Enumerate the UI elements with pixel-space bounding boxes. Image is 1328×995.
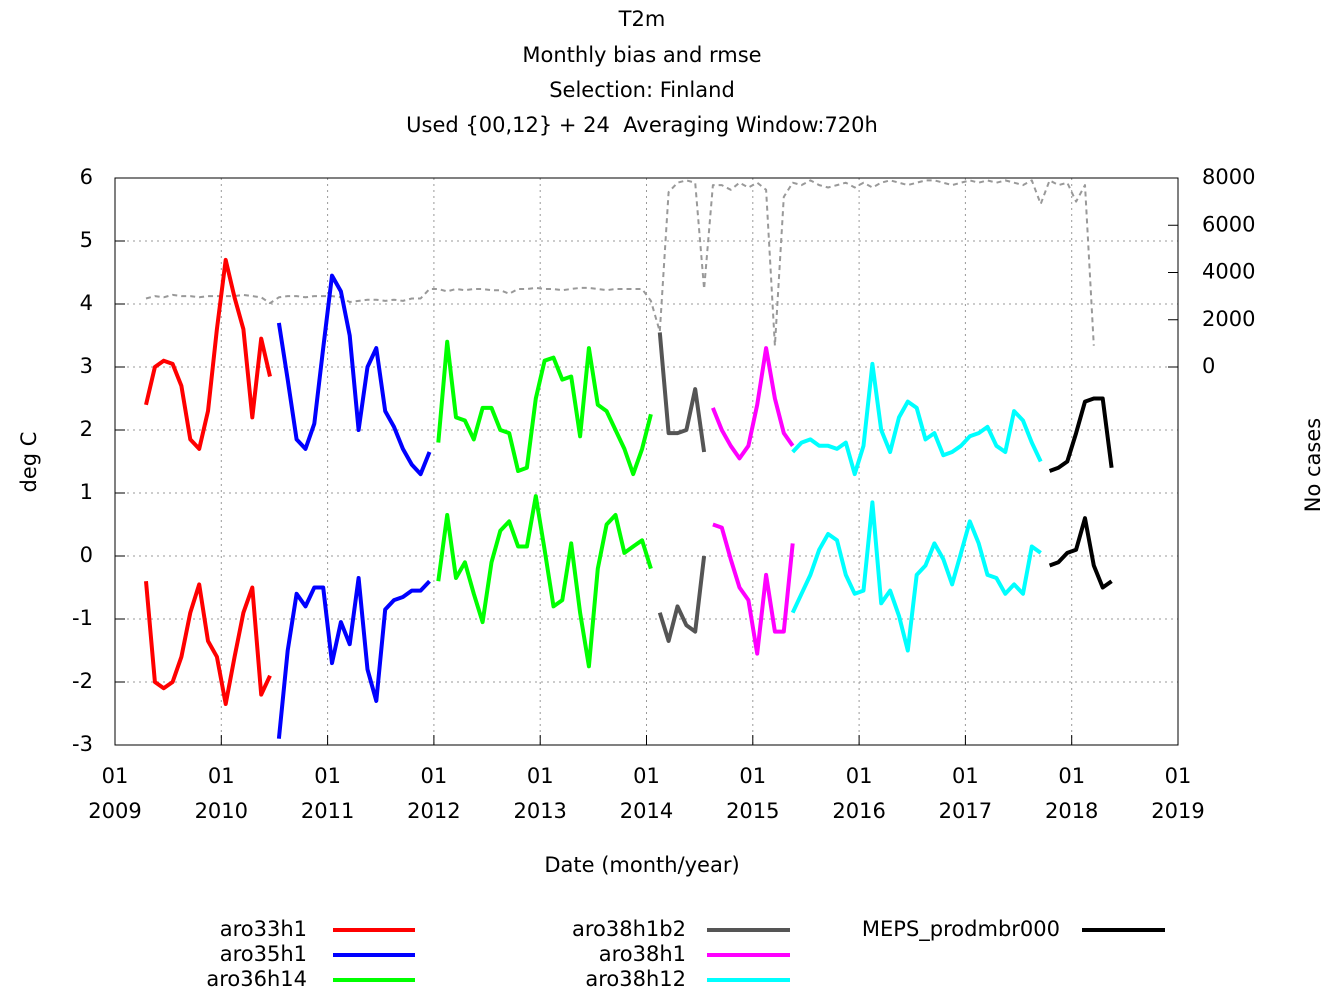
y-tick-label: -2 — [72, 669, 93, 693]
bias-line — [436, 494, 653, 669]
chart-title: T2m — [618, 7, 666, 31]
y-tick-label: 1 — [80, 480, 93, 504]
y-tick-label: -3 — [72, 732, 93, 756]
y2-tick-label: 0 — [1202, 354, 1215, 378]
legend-label: MEPS_prodmbr000 — [862, 917, 1060, 942]
x-tick-label: 01 2016 — [832, 764, 885, 823]
bias-line — [712, 522, 795, 656]
y2-axis-label: No cases — [1301, 418, 1325, 512]
rmse-line — [436, 339, 653, 477]
y-axis-label: deg C — [17, 432, 41, 493]
y-tick-label: 4 — [80, 291, 93, 315]
bias-line — [276, 576, 431, 739]
bias-line — [144, 581, 272, 706]
legend-label: aro33h1 — [220, 917, 307, 941]
y-tick-label: -1 — [72, 606, 93, 630]
legend-label: aro38h1 — [599, 942, 686, 966]
y2-tick-label: 8000 — [1202, 165, 1255, 189]
x-tick-label: 01 2013 — [513, 764, 566, 823]
chart-subtitle: Monthly bias and rmse — [522, 43, 761, 67]
bias-line — [657, 555, 707, 643]
x-axis-label: Date (month/year) — [544, 853, 739, 877]
x-tick-label: 01 2018 — [1045, 764, 1098, 823]
cases-line — [145, 179, 1095, 347]
x-tick-label: 01 2014 — [620, 764, 673, 823]
y2-tick-label: 4000 — [1202, 260, 1255, 284]
x-tick-label: 01 2017 — [939, 764, 992, 823]
y2-tick-label: 6000 — [1202, 212, 1255, 236]
bias-line — [790, 500, 1042, 653]
x-tick-label: 01 2012 — [407, 764, 460, 823]
x-tick-label: 01 2011 — [301, 764, 354, 823]
rmse-line — [791, 361, 1043, 477]
bias-line — [1048, 516, 1113, 590]
chart-subtitle: Selection: Finland — [549, 78, 735, 102]
y-tick-label: 0 — [80, 543, 93, 567]
x-tick-label: 01 2015 — [726, 764, 779, 823]
rmse-line — [144, 257, 272, 451]
rmse-line — [711, 346, 795, 461]
legend-label: aro38h12 — [585, 967, 686, 991]
y-tick-label: 6 — [80, 165, 93, 189]
y-tick-label: 5 — [80, 228, 93, 252]
y-tick-label: 2 — [80, 417, 93, 441]
x-tick-label: 01 2009 — [88, 764, 141, 823]
rmse-line — [657, 332, 707, 453]
rmse-line — [276, 273, 432, 477]
y2-tick-label: 2000 — [1202, 307, 1255, 331]
legend-label: aro35h1 — [220, 942, 307, 966]
legend-label: aro38h1b2 — [572, 917, 686, 941]
rmse-line — [1048, 396, 1114, 473]
chart-subtitle: Used {00,12} + 24 Averaging Window:720h — [406, 113, 878, 137]
x-tick-label: 01 2019 — [1151, 764, 1204, 823]
x-tick-label: 01 2010 — [195, 764, 248, 823]
y-tick-label: 3 — [80, 354, 93, 378]
legend-label: aro36h14 — [206, 967, 307, 991]
plot-frame — [114, 177, 1179, 746]
